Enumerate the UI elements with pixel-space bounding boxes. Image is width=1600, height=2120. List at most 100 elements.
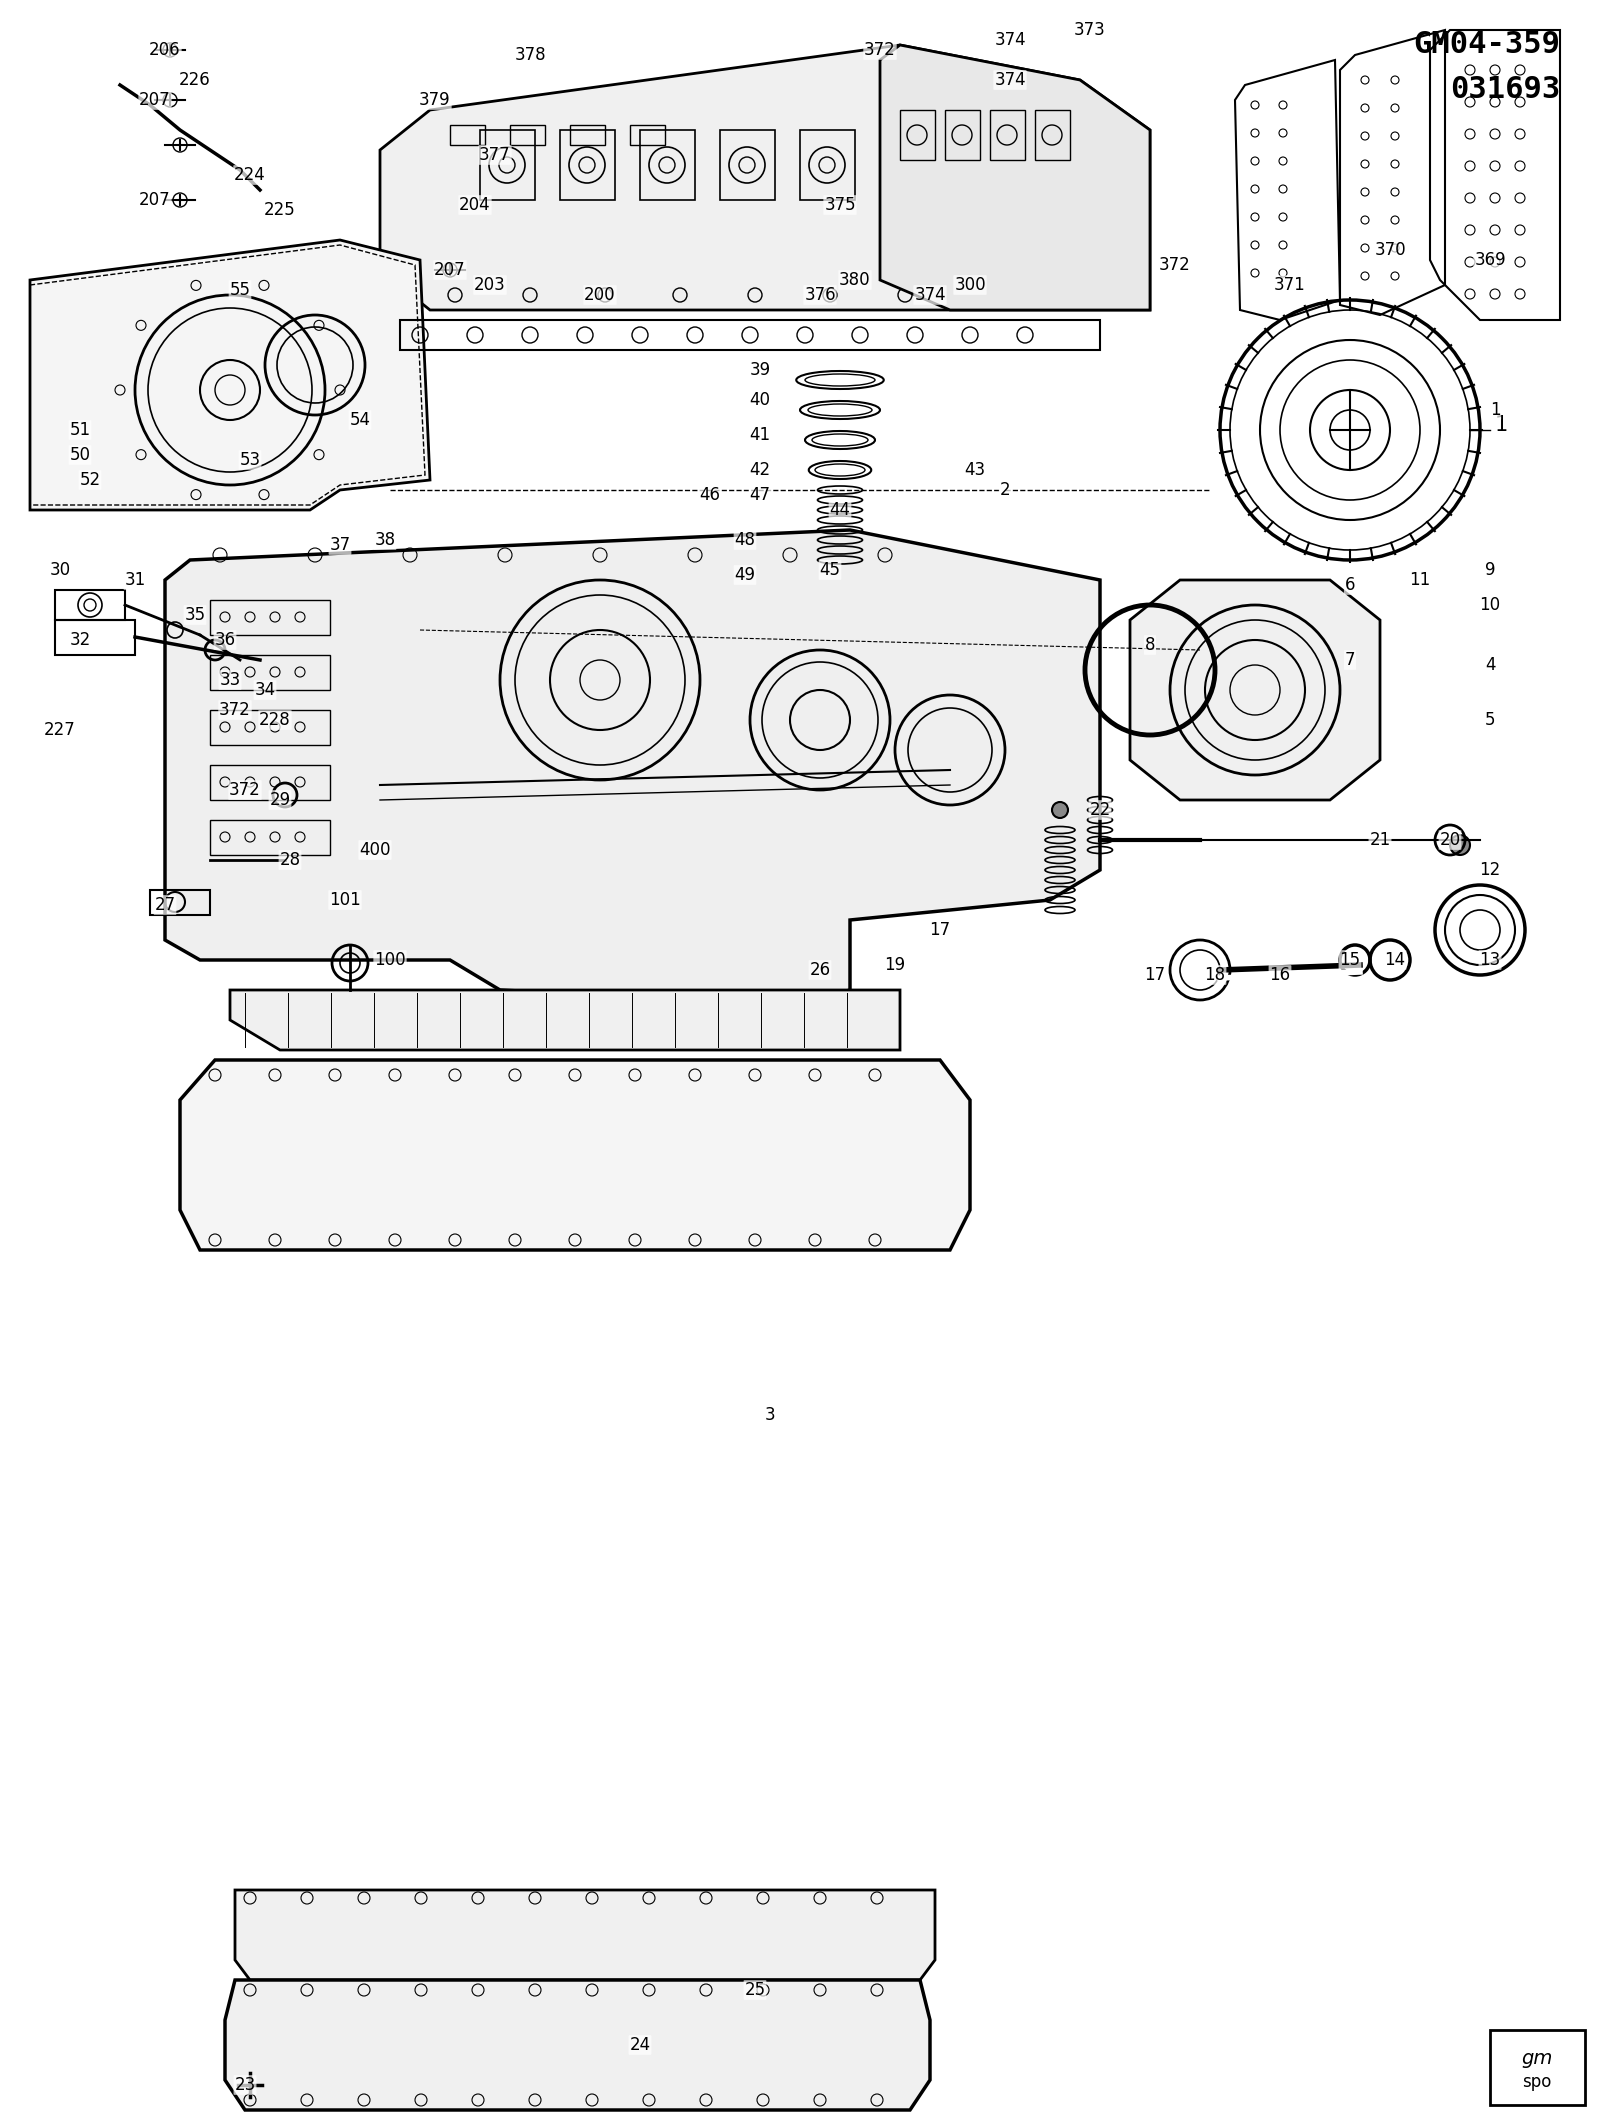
Text: 50: 50 [69, 445, 91, 464]
Bar [570, 125, 605, 144]
Text: 28: 28 [280, 850, 301, 869]
Polygon shape [226, 1980, 930, 2109]
Polygon shape [165, 530, 1101, 1009]
Text: 2: 2 [1000, 481, 1010, 498]
Polygon shape [30, 240, 430, 511]
Text: 19: 19 [885, 956, 906, 973]
Text: 34: 34 [254, 681, 275, 700]
Bar [720, 129, 774, 199]
Text: 25: 25 [744, 1980, 765, 1999]
Text: 9: 9 [1485, 562, 1496, 579]
Text: 207: 207 [139, 91, 171, 108]
Text: 207: 207 [139, 191, 171, 210]
Text: 225: 225 [264, 201, 296, 218]
Bar [54, 619, 134, 655]
Text: 7: 7 [1344, 651, 1355, 670]
Text: 43: 43 [965, 460, 986, 479]
Text: 16: 16 [1269, 967, 1291, 984]
Text: 17: 17 [930, 920, 950, 939]
Text: 031693: 031693 [1450, 74, 1560, 104]
Text: 52: 52 [80, 471, 101, 490]
Text: 13: 13 [1480, 952, 1501, 969]
Bar [210, 765, 330, 799]
Bar [946, 110, 979, 159]
Bar [210, 820, 330, 854]
Text: 207: 207 [434, 261, 466, 280]
Text: 6: 6 [1344, 577, 1355, 594]
Text: 370: 370 [1374, 242, 1406, 259]
Bar [400, 320, 1101, 350]
Text: 1: 1 [1490, 401, 1501, 420]
Bar [210, 655, 330, 689]
Polygon shape [880, 45, 1150, 310]
Text: 54: 54 [349, 411, 371, 428]
Text: 380: 380 [838, 271, 870, 288]
Text: 41: 41 [749, 426, 771, 443]
Polygon shape [1130, 581, 1379, 799]
Text: 21: 21 [1370, 831, 1390, 848]
Bar [210, 710, 330, 744]
Text: 15: 15 [1339, 952, 1360, 969]
Text: 44: 44 [829, 500, 851, 519]
Text: 372: 372 [1158, 257, 1190, 273]
Text: 4: 4 [1485, 655, 1496, 674]
Text: 11: 11 [1410, 570, 1430, 589]
Text: 10: 10 [1480, 596, 1501, 615]
Bar [510, 125, 546, 144]
Text: 371: 371 [1274, 276, 1306, 295]
Polygon shape [235, 1891, 934, 1980]
Text: 373: 373 [1074, 21, 1106, 38]
Text: 378: 378 [514, 47, 546, 64]
Text: 35: 35 [184, 606, 205, 623]
Text: 369: 369 [1474, 250, 1506, 269]
Text: 47: 47 [749, 485, 771, 505]
Text: 376: 376 [805, 286, 835, 303]
Text: spo: spo [1522, 2073, 1552, 2090]
Text: 377: 377 [478, 146, 510, 163]
Text: 372: 372 [219, 702, 251, 719]
Text: 379: 379 [419, 91, 451, 108]
Text: 18: 18 [1205, 967, 1226, 984]
Text: 14: 14 [1384, 952, 1405, 969]
Circle shape [1450, 835, 1470, 854]
Text: 372: 372 [864, 40, 896, 59]
Text: 372: 372 [229, 780, 261, 799]
Text: 38: 38 [374, 530, 395, 549]
Text: 5: 5 [1485, 710, 1496, 729]
Bar [54, 589, 125, 619]
Polygon shape [179, 1060, 970, 1251]
Text: 37: 37 [330, 536, 350, 553]
Polygon shape [230, 990, 899, 1049]
Text: 226: 226 [179, 70, 211, 89]
Text: 224: 224 [234, 165, 266, 184]
Text: 32: 32 [69, 632, 91, 649]
Bar [990, 110, 1026, 159]
Text: 3: 3 [765, 1406, 776, 1425]
Text: 51: 51 [69, 422, 91, 439]
Text: 29: 29 [269, 791, 291, 810]
Bar [480, 129, 534, 199]
Text: 100: 100 [374, 952, 406, 969]
Text: 48: 48 [734, 530, 755, 549]
Bar [210, 600, 330, 636]
Text: 375: 375 [824, 195, 856, 214]
Text: 17: 17 [1144, 967, 1165, 984]
Text: 31: 31 [125, 570, 146, 589]
Text: 36: 36 [214, 632, 235, 649]
Text: 228: 228 [259, 710, 291, 729]
Text: 45: 45 [819, 562, 840, 579]
Text: gm: gm [1522, 2048, 1552, 2067]
Text: 46: 46 [699, 485, 720, 505]
Text: 39: 39 [749, 360, 771, 379]
Text: 23: 23 [234, 2075, 256, 2095]
Text: GM04-359: GM04-359 [1413, 30, 1560, 59]
Text: 300: 300 [954, 276, 986, 295]
Text: 374: 374 [994, 70, 1026, 89]
Text: 200: 200 [584, 286, 616, 303]
Text: 49: 49 [734, 566, 755, 583]
Text: 26: 26 [810, 960, 830, 979]
Bar [560, 129, 614, 199]
Bar [1035, 110, 1070, 159]
Text: 203: 203 [474, 276, 506, 295]
Bar [150, 890, 210, 916]
